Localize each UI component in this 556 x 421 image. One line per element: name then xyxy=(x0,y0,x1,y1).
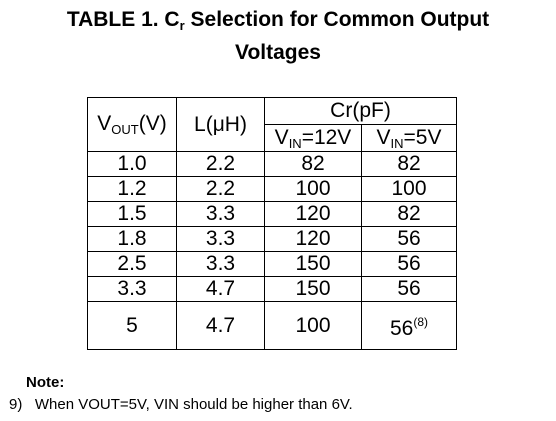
cell-cr12: 82 xyxy=(264,151,362,177)
cell-cr5: 56(8) xyxy=(361,301,457,350)
table-row: 1.5 3.3 120 82 xyxy=(87,201,457,227)
table-row: 5 4.7 100 56(8) xyxy=(87,301,457,350)
note-number: 9) xyxy=(9,396,23,413)
cell-cr5: 56 xyxy=(361,251,457,277)
cell-l: 4.7 xyxy=(176,276,265,302)
cell-vout: 2.5 xyxy=(87,251,177,277)
cell-cr12: 120 xyxy=(264,226,362,252)
cell-vout: 1.2 xyxy=(87,176,177,202)
table-title: TABLE 1. Cr Selection for Common Output … xyxy=(0,6,556,66)
cell-vout: 3.3 xyxy=(87,276,177,302)
title-prefix: TABLE 1. C xyxy=(66,8,180,31)
table-row: 1.0 2.2 82 82 xyxy=(87,151,457,177)
note-text: When VOUT=5V, VIN should be higher than … xyxy=(34,396,353,413)
cell-vout: 5 xyxy=(87,301,177,350)
note-item: 9) When VOUT=5V, VIN should be higher th… xyxy=(9,396,353,413)
cell-cr12: 150 xyxy=(264,276,362,302)
cell-cr5: 82 xyxy=(361,201,457,227)
header-vin12-sub: IN xyxy=(288,135,302,151)
title-line-2: Voltages xyxy=(235,41,321,64)
cell-cr5: 82 xyxy=(361,151,457,177)
header-vin-5v: VIN=5V xyxy=(361,124,457,152)
cell-l: 4.7 xyxy=(176,301,265,350)
header-inductance: L(μH) xyxy=(176,97,265,152)
header-vout-main: V xyxy=(97,112,112,135)
cell-cr12: 100 xyxy=(264,301,362,350)
selection-table: VOUT(V) L(μH) Cr(pF) VIN=12V VIN=5V 1.0 … xyxy=(87,97,457,350)
title-rest: Selection for Common Output xyxy=(184,8,490,31)
header-vin5-main: V xyxy=(376,125,391,149)
header-vout-unit: (V) xyxy=(138,112,167,135)
header-vout-sub: OUT xyxy=(111,122,139,137)
table-row: 2.5 3.3 150 56 xyxy=(87,251,457,277)
cell-cr12: 100 xyxy=(264,176,362,202)
table-row: 1.2 2.2 100 100 xyxy=(87,176,457,202)
cell-vout: 1.5 xyxy=(87,201,177,227)
header-vin-12v: VIN=12V xyxy=(264,124,362,152)
header-vin12-main: V xyxy=(274,125,289,149)
cell-cr5-value: 56 xyxy=(389,317,414,340)
cell-l: 2.2 xyxy=(176,176,265,202)
cell-l: 3.3 xyxy=(176,226,265,252)
cell-vout: 1.0 xyxy=(87,151,177,177)
cell-cr5: 56 xyxy=(361,226,457,252)
cell-cr5: 56 xyxy=(361,276,457,302)
title-line-1: TABLE 1. Cr Selection for Common Output xyxy=(66,8,490,33)
cell-cr12: 150 xyxy=(264,251,362,277)
header-vin12-val: =12V xyxy=(301,125,352,149)
table-row: 1.8 3.3 120 56 xyxy=(87,226,457,252)
cell-cr5: 100 xyxy=(361,176,457,202)
header-cr: Cr(pF) xyxy=(264,97,457,125)
note-heading: Note: xyxy=(26,374,65,391)
header-vin5-val: =5V xyxy=(403,125,442,149)
footnote-ref: (8) xyxy=(413,315,429,329)
header-vin5-sub: IN xyxy=(390,135,404,151)
cell-l: 3.3 xyxy=(176,201,265,227)
cell-cr12: 120 xyxy=(264,201,362,227)
table-row: 3.3 4.7 150 56 xyxy=(87,276,457,302)
title-subscript: r xyxy=(179,18,185,33)
cell-vout: 1.8 xyxy=(87,226,177,252)
header-vout: VOUT(V) xyxy=(87,97,177,152)
cell-l: 2.2 xyxy=(176,151,265,177)
cell-l: 3.3 xyxy=(176,251,265,277)
